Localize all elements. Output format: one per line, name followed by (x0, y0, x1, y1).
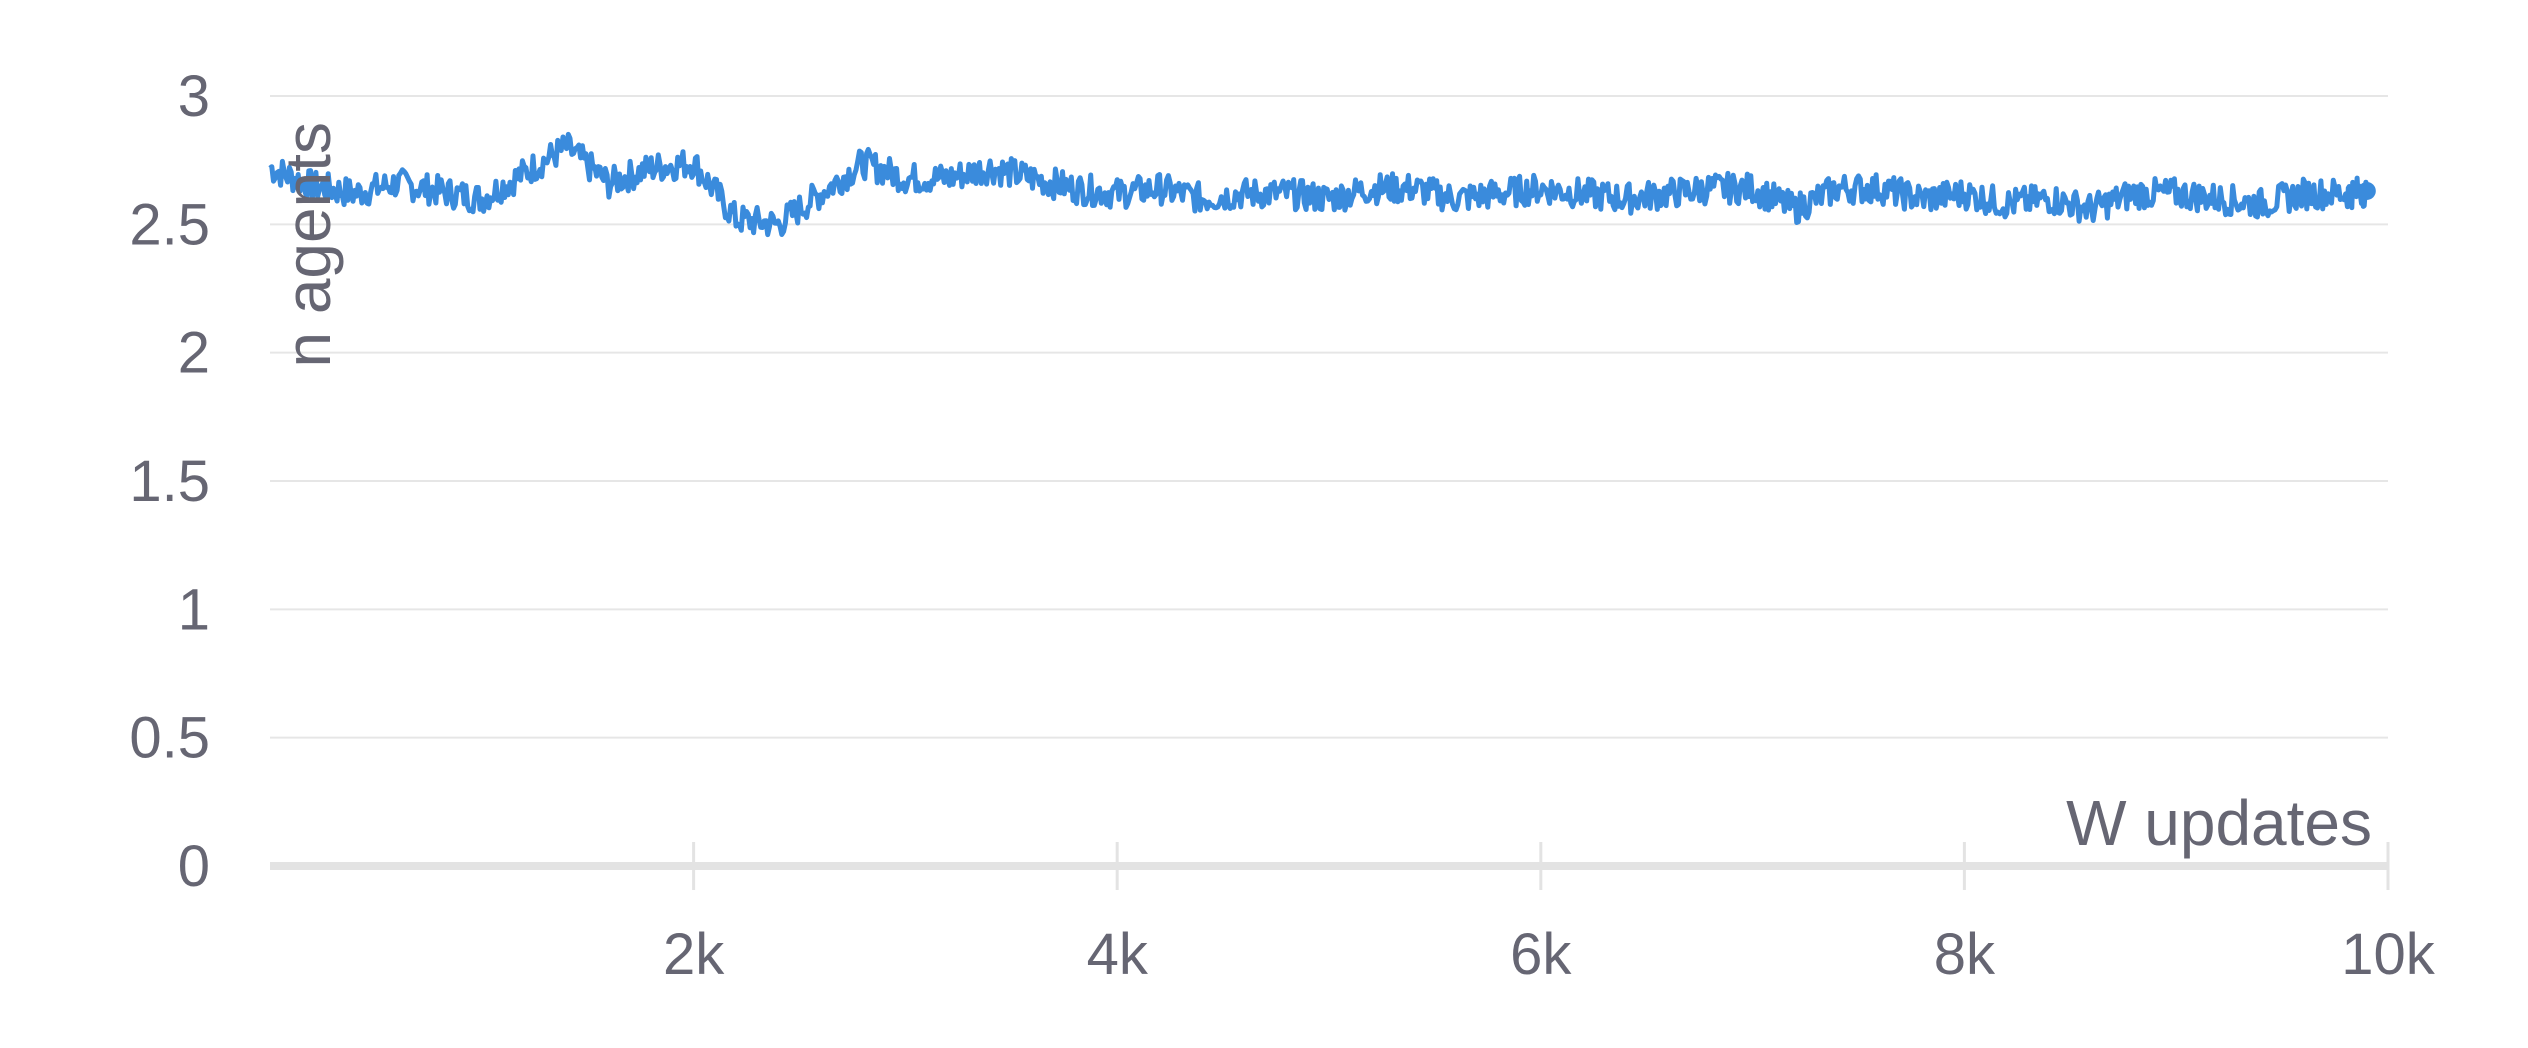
x-tick-label: 6k (1510, 922, 1572, 987)
y-tick-label: 2 (178, 321, 210, 386)
series-end-point (2357, 181, 2376, 200)
y-axis-tick-labels: 0 0.5 1 1.5 2 2.5 3 (129, 64, 210, 899)
x-tick-label: 4k (1087, 922, 1149, 987)
x-axis-label: W updates (2066, 787, 2372, 859)
x-axis (270, 842, 2390, 890)
x-axis-tick-labels: 2k 4k 6k 8k 10k (663, 922, 2436, 987)
grid-lines (270, 95, 2388, 739)
series-line (268, 131, 2370, 238)
y-tick-label: 3 (178, 64, 210, 129)
y-tick-label: 2.5 (129, 192, 210, 257)
y-tick-label: 1.5 (129, 449, 210, 514)
y-tick-label: 1 (178, 577, 210, 642)
y-tick-label: 0.5 (129, 706, 210, 771)
x-tick-label: 8k (1934, 922, 1996, 987)
y-tick-label: 0 (178, 834, 210, 899)
x-tick-label: 2k (663, 922, 725, 987)
series-layer (268, 131, 2376, 238)
x-tick-label: 10k (2341, 922, 2436, 987)
y-axis-label: n agents (272, 122, 344, 368)
